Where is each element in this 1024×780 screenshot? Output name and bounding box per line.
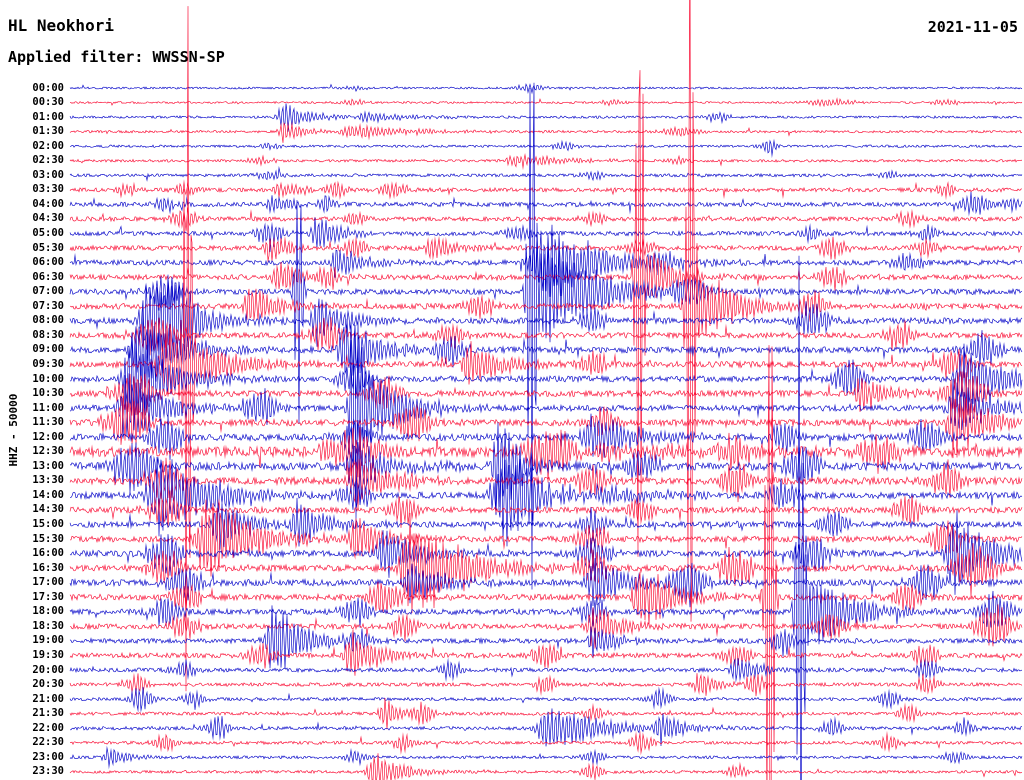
time-label: 03:30	[32, 183, 64, 196]
time-label: 08:00	[32, 314, 64, 327]
time-label: 16:00	[32, 547, 64, 560]
time-label: 18:00	[32, 605, 64, 618]
time-label: 17:00	[32, 576, 64, 589]
time-label: 02:00	[32, 139, 64, 152]
time-label: 23:00	[32, 750, 64, 763]
y-axis-label: HHZ - 50000	[7, 393, 20, 467]
time-label: 00:00	[32, 81, 64, 94]
time-label: 19:00	[32, 634, 64, 647]
time-label: 20:00	[32, 663, 64, 676]
time-label: 00:30	[32, 96, 64, 109]
time-label: 14:00	[32, 488, 64, 501]
time-label: 22:30	[32, 736, 64, 749]
time-label: 05:00	[32, 227, 64, 239]
time-label: 12:30	[32, 445, 64, 458]
time-label: 09:00	[32, 343, 64, 356]
time-label: 21:00	[32, 692, 64, 705]
time-label: 20:30	[32, 678, 64, 691]
time-label: 15:00	[32, 518, 64, 530]
time-label: 04:30	[32, 212, 64, 225]
time-label: 22:00	[32, 721, 64, 734]
record-date: 2021-11-05	[927, 18, 1018, 36]
time-label: 10:30	[32, 387, 64, 400]
time-label: 02:30	[32, 154, 64, 167]
time-label: 16:30	[32, 561, 64, 574]
time-label: 04:00	[32, 197, 64, 210]
time-label: 06:30	[32, 270, 64, 283]
time-label: 18:30	[32, 619, 64, 632]
time-label: 23:30	[32, 765, 64, 778]
time-label: 12:00	[32, 430, 64, 443]
time-label: 05:30	[32, 241, 64, 254]
time-label: 11:00	[32, 401, 64, 414]
time-label: 13:30	[32, 474, 64, 487]
time-label: 21:30	[32, 707, 64, 720]
time-label: 07:30	[32, 299, 64, 312]
station-title: HL Neokhori	[8, 16, 114, 35]
time-label: 14:30	[32, 503, 64, 516]
time-label: 17:30	[32, 590, 64, 603]
time-label: 01:00	[32, 110, 64, 123]
time-label: 09:30	[32, 357, 64, 370]
time-label: 10:00	[32, 372, 64, 385]
time-label: 11:30	[32, 416, 64, 429]
time-label: 06:00	[32, 256, 64, 269]
time-label: 15:30	[32, 532, 64, 545]
filter-label: Applied filter: WWSSN-SP	[8, 48, 225, 66]
time-label: 03:00	[32, 168, 64, 181]
time-label: 08:30	[32, 328, 64, 341]
time-label: 13:00	[32, 459, 64, 472]
time-label: 07:00	[32, 285, 64, 298]
time-label: 19:30	[32, 648, 64, 661]
time-label: 01:30	[32, 125, 64, 138]
